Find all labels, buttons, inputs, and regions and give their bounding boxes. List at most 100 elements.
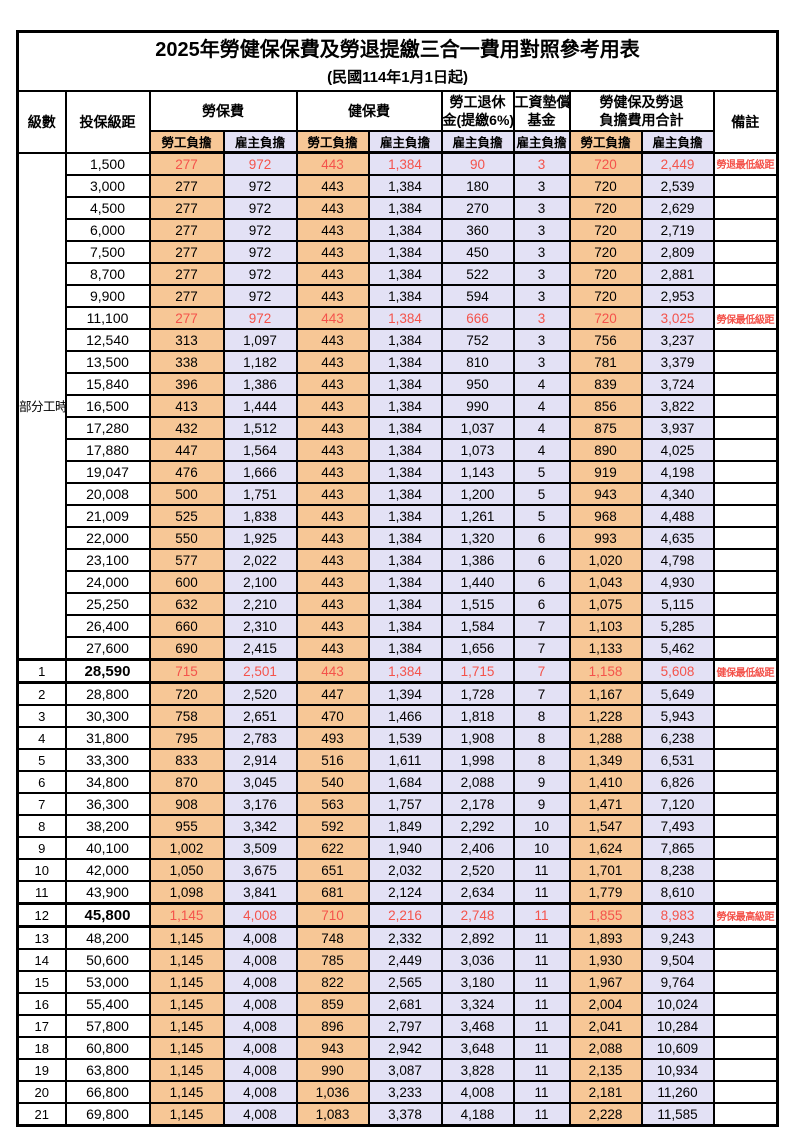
subheader-health-employer: 雇主負擔 [367, 130, 443, 154]
labor-employer-cell: 4,008 [222, 925, 298, 950]
fund-employer-cell: 7 [512, 614, 571, 638]
total-worker-cell: 856 [568, 394, 643, 418]
fund-employer-cell: 3 [512, 328, 571, 352]
bracket-cell: 69,800 [64, 1102, 151, 1127]
pension-employer-cell: 522 [440, 262, 515, 286]
total-employer-cell: 5,462 [640, 636, 715, 661]
remark-cell [712, 504, 779, 528]
fund-employer-cell: 5 [512, 504, 571, 528]
total-worker-cell: 720 [568, 218, 643, 242]
health-employer-cell: 1,384 [367, 394, 443, 418]
labor-worker-cell: 476 [148, 460, 225, 484]
total-worker-cell: 1,167 [568, 681, 643, 706]
bracket-cell: 17,280 [64, 416, 151, 440]
bracket-cell: 19,047 [64, 460, 151, 484]
remark-cell [712, 704, 779, 728]
health-employer-cell: 1,684 [367, 770, 443, 794]
total-employer-cell: 3,724 [640, 372, 715, 396]
col-header-level: 級數 [16, 90, 67, 154]
health-employer-cell: 1,384 [367, 614, 443, 638]
total-worker-cell: 1,158 [568, 658, 643, 684]
health-worker-cell: 443 [295, 350, 370, 374]
bracket-cell: 57,800 [64, 1014, 151, 1038]
remark-cell [712, 1014, 779, 1038]
total-employer-cell: 3,379 [640, 350, 715, 374]
level-cell: 10 [16, 858, 67, 882]
pension-employer-cell: 4,188 [440, 1102, 515, 1127]
table-row: 3,000 277 972 443 1,384 180 3 720 2,539 [18, 174, 779, 198]
labor-worker-cell: 1,050 [148, 858, 225, 882]
pension-employer-cell: 1,200 [440, 482, 515, 506]
fund-employer-cell: 3 [512, 196, 571, 220]
pension-employer-cell: 810 [440, 350, 515, 374]
health-employer-cell: 1,611 [367, 748, 443, 772]
total-worker-cell: 875 [568, 416, 643, 440]
fund-employer-cell: 4 [512, 394, 571, 418]
pension-employer-cell: 1,037 [440, 416, 515, 440]
total-employer-cell: 9,504 [640, 948, 715, 972]
remark-cell [712, 880, 779, 905]
level-cell: 17 [16, 1014, 67, 1038]
remark-cell [712, 482, 779, 506]
total-worker-cell: 1,410 [568, 770, 643, 794]
table-row: 6,000 277 972 443 1,384 360 3 720 2,719 [18, 218, 779, 242]
total-employer-cell: 10,284 [640, 1014, 715, 1038]
labor-worker-cell: 715 [148, 658, 225, 684]
pension-employer-cell: 2,520 [440, 858, 515, 882]
bracket-cell: 24,000 [64, 570, 151, 594]
health-worker-cell: 443 [295, 614, 370, 638]
bracket-cell: 34,800 [64, 770, 151, 794]
labor-employer-cell: 972 [222, 262, 298, 286]
pension-employer-cell: 1,584 [440, 614, 515, 638]
health-employer-cell: 1,384 [367, 196, 443, 220]
table-row: 4 31,800 795 2,783 493 1,539 1,908 8 1,288 6,238 [16, 726, 779, 750]
remark-cell [712, 196, 779, 220]
remark-cell [712, 284, 779, 308]
table-row: 7 36,300 908 3,176 563 1,757 2,178 9 1,471 7,120 [16, 792, 779, 816]
pension-employer-cell: 2,406 [440, 836, 515, 860]
total-worker-cell: 1,103 [568, 614, 643, 638]
health-employer-cell: 1,384 [367, 548, 443, 572]
labor-worker-cell: 1,145 [148, 1036, 225, 1060]
pension-employer-cell: 3,468 [440, 1014, 515, 1038]
health-worker-cell: 493 [295, 726, 370, 750]
labor-worker-cell: 550 [148, 526, 225, 550]
health-worker-cell: 447 [295, 681, 370, 706]
fund-employer-cell: 7 [512, 658, 571, 684]
bracket-cell: 40,100 [64, 836, 151, 860]
total-employer-cell: 3,025 [640, 306, 715, 330]
labor-employer-cell: 2,022 [222, 548, 298, 572]
fund-employer-cell: 9 [512, 792, 571, 816]
total-worker-cell: 2,181 [568, 1080, 643, 1104]
remark-cell [712, 460, 779, 484]
labor-employer-cell: 1,751 [222, 482, 298, 506]
table-row: 12 45,800 1,145 4,008 710 2,216 2,748 11 1,855 8,… [16, 902, 779, 928]
remark-cell [712, 240, 779, 264]
table-row: 19 63,800 1,145 4,008 990 3,087 3,828 11 2,135 10… [16, 1058, 779, 1082]
labor-employer-cell: 2,914 [222, 748, 298, 772]
total-worker-cell: 720 [568, 196, 643, 220]
bracket-cell: 28,800 [64, 681, 151, 706]
health-worker-cell: 443 [295, 592, 370, 616]
labor-worker-cell: 432 [148, 416, 225, 440]
total-worker-cell: 2,004 [568, 992, 643, 1016]
total-employer-cell: 9,243 [640, 925, 715, 950]
fund-employer-cell: 11 [512, 948, 571, 972]
subheader-labor-employer: 雇主負擔 [222, 130, 298, 154]
total-employer-cell: 4,025 [640, 438, 715, 462]
bracket-cell: 43,900 [64, 880, 151, 905]
total-employer-cell: 4,198 [640, 460, 715, 484]
fund-employer-cell: 11 [512, 902, 571, 928]
labor-worker-cell: 1,145 [148, 1014, 225, 1038]
total-employer-cell: 2,629 [640, 196, 715, 220]
header-group-row: 級數 投保級距 勞保費 健保費 勞工退休 金(提繳6%) 工資墊償 基金 勞健保… [16, 90, 779, 154]
remark-cell [712, 174, 779, 198]
health-worker-cell: 443 [295, 306, 370, 330]
pension-employer-cell: 450 [440, 240, 515, 264]
bracket-cell: 17,880 [64, 438, 151, 462]
labor-employer-cell: 972 [222, 174, 298, 198]
labor-worker-cell: 1,145 [148, 1102, 225, 1127]
labor-worker-cell: 600 [148, 570, 225, 594]
health-employer-cell: 1,384 [367, 262, 443, 286]
labor-worker-cell: 1,098 [148, 880, 225, 905]
